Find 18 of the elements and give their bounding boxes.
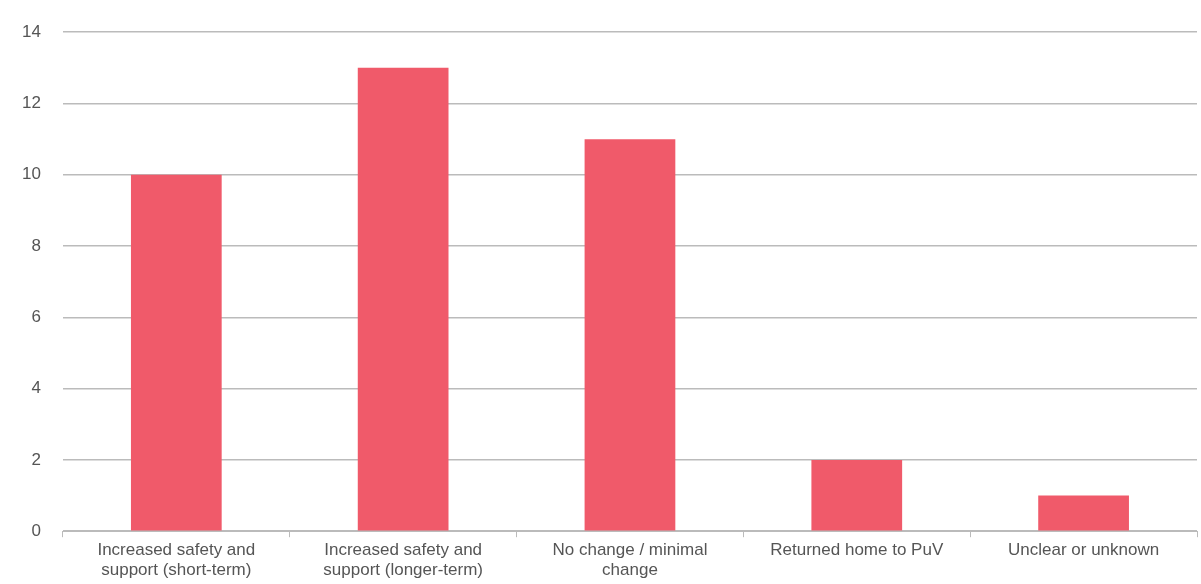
y-tick-label: 14 bbox=[21, 21, 41, 41]
y-tick-label: 6 bbox=[31, 307, 41, 327]
y-tick-label: 8 bbox=[31, 235, 41, 255]
x-tick-label: Increased safety and support (longer-term) bbox=[323, 540, 483, 580]
bar bbox=[584, 139, 676, 531]
bar bbox=[130, 174, 222, 531]
y-tick-label: 12 bbox=[21, 93, 41, 113]
x-tick-label: Increased safety and support (short-term) bbox=[97, 540, 256, 580]
x-tick-label: No change / minimal change bbox=[552, 540, 708, 580]
y-tick-label: 10 bbox=[21, 164, 41, 184]
y-tick-label: 0 bbox=[31, 520, 41, 540]
x-tick-label: Returned home to PuV bbox=[770, 540, 944, 560]
bar bbox=[357, 67, 449, 531]
bar bbox=[811, 459, 903, 531]
y-tick-label: 2 bbox=[31, 449, 41, 469]
bar bbox=[1038, 495, 1129, 531]
y-tick-label: 4 bbox=[31, 378, 41, 398]
x-tick-label: Unclear or unknown bbox=[1007, 540, 1160, 560]
